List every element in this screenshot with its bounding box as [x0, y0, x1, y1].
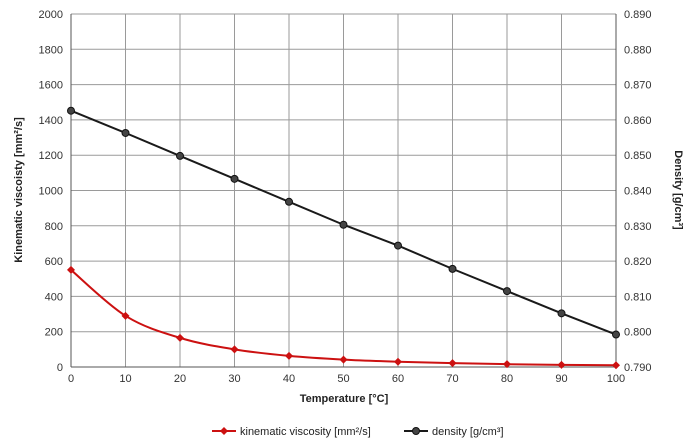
x-tick-label: 100 — [607, 373, 625, 385]
data-point-viscosity — [448, 359, 457, 368]
legend-label-density: density [g/cm³] — [432, 426, 504, 438]
data-point-density — [176, 151, 184, 160]
data-point-density — [557, 309, 566, 318]
legend-label-viscosity: kinematic viscosity [mm²/s] — [240, 426, 371, 438]
data-point-viscosity — [339, 355, 348, 364]
y-right-tick-label: 0.790 — [624, 362, 652, 374]
y-left-tick-label: 1200 — [39, 150, 63, 162]
data-point-viscosity — [612, 361, 620, 370]
x-tick-label: 50 — [337, 373, 349, 385]
legend: kinematic viscosity [mm²/s] density [g/c… — [212, 426, 504, 438]
tick-labels: 0 10 20 30 40 50 60 70 80 90 100020040060080010001… — [39, 9, 652, 385]
y-right-tick-label: 0.800 — [624, 327, 652, 339]
y-left-tick-label: 800 — [45, 221, 63, 233]
y-left-tick-label: 400 — [45, 291, 63, 303]
x-tick-label: 0 — [68, 373, 74, 385]
y-left-tick-label: 0 — [57, 362, 63, 374]
x-axis-title: Temperature [°C] — [300, 393, 389, 405]
data-point-density — [121, 128, 130, 137]
data-point-viscosity — [285, 351, 293, 360]
data-point-density — [612, 330, 620, 339]
data-point-density — [448, 264, 457, 273]
data-point-viscosity — [176, 333, 184, 342]
x-tick-label: 60 — [392, 373, 404, 385]
y-left-tick-label: 2000 — [39, 9, 63, 21]
y-right-tick-label: 0.850 — [624, 150, 652, 162]
y-right-tick-label: 0.830 — [624, 221, 652, 233]
data-point-viscosity — [503, 360, 511, 369]
y-right-tick-label: 0.880 — [624, 44, 652, 56]
y-right-tick-label: 0.810 — [624, 291, 652, 303]
data-point-viscosity — [557, 360, 566, 369]
y-axis-left-title: Kinematic viscoisty [mm²/s] — [13, 117, 25, 263]
data-point-density — [230, 174, 239, 183]
data-point-density — [285, 197, 293, 206]
y-right-tick-label: 0.870 — [624, 80, 652, 92]
y-left-tick-label: 200 — [45, 327, 63, 339]
legend-item-density: density [g/cm³] — [404, 426, 504, 438]
x-tick-label: 40 — [283, 373, 295, 385]
data-point-density — [67, 106, 75, 115]
legend-marker-viscosity — [220, 427, 228, 435]
series-layer — [67, 106, 620, 370]
y-right-tick-label: 0.890 — [624, 9, 652, 21]
data-point-viscosity — [121, 311, 130, 320]
grid — [70, 13, 617, 368]
data-point-density — [503, 287, 511, 296]
data-point-viscosity — [394, 357, 402, 366]
data-point-viscosity — [67, 265, 75, 274]
y-left-tick-label: 1600 — [39, 80, 63, 92]
data-point-density — [394, 241, 402, 250]
x-tick-label: 80 — [501, 373, 513, 385]
y-left-tick-label: 1000 — [39, 186, 63, 198]
y-left-tick-label: 1800 — [39, 44, 63, 56]
legend-item-viscosity: kinematic viscosity [mm²/s] — [212, 426, 371, 438]
x-tick-label: 90 — [555, 373, 567, 385]
legend-marker-density — [412, 427, 420, 435]
x-tick-label: 20 — [174, 373, 186, 385]
y-right-tick-label: 0.860 — [624, 115, 652, 127]
y-axis-right-title: Density [g/cm³] — [672, 150, 684, 230]
x-tick-label: 30 — [228, 373, 240, 385]
data-point-viscosity — [230, 345, 239, 354]
y-left-tick-label: 600 — [45, 256, 63, 268]
y-left-tick-label: 1400 — [39, 115, 63, 127]
axes — [70, 14, 617, 368]
data-point-density — [339, 220, 348, 229]
y-right-tick-label: 0.820 — [624, 256, 652, 268]
x-tick-label: 10 — [119, 373, 131, 385]
x-tick-label: 70 — [446, 373, 458, 385]
y-right-tick-label: 0.840 — [624, 186, 652, 198]
